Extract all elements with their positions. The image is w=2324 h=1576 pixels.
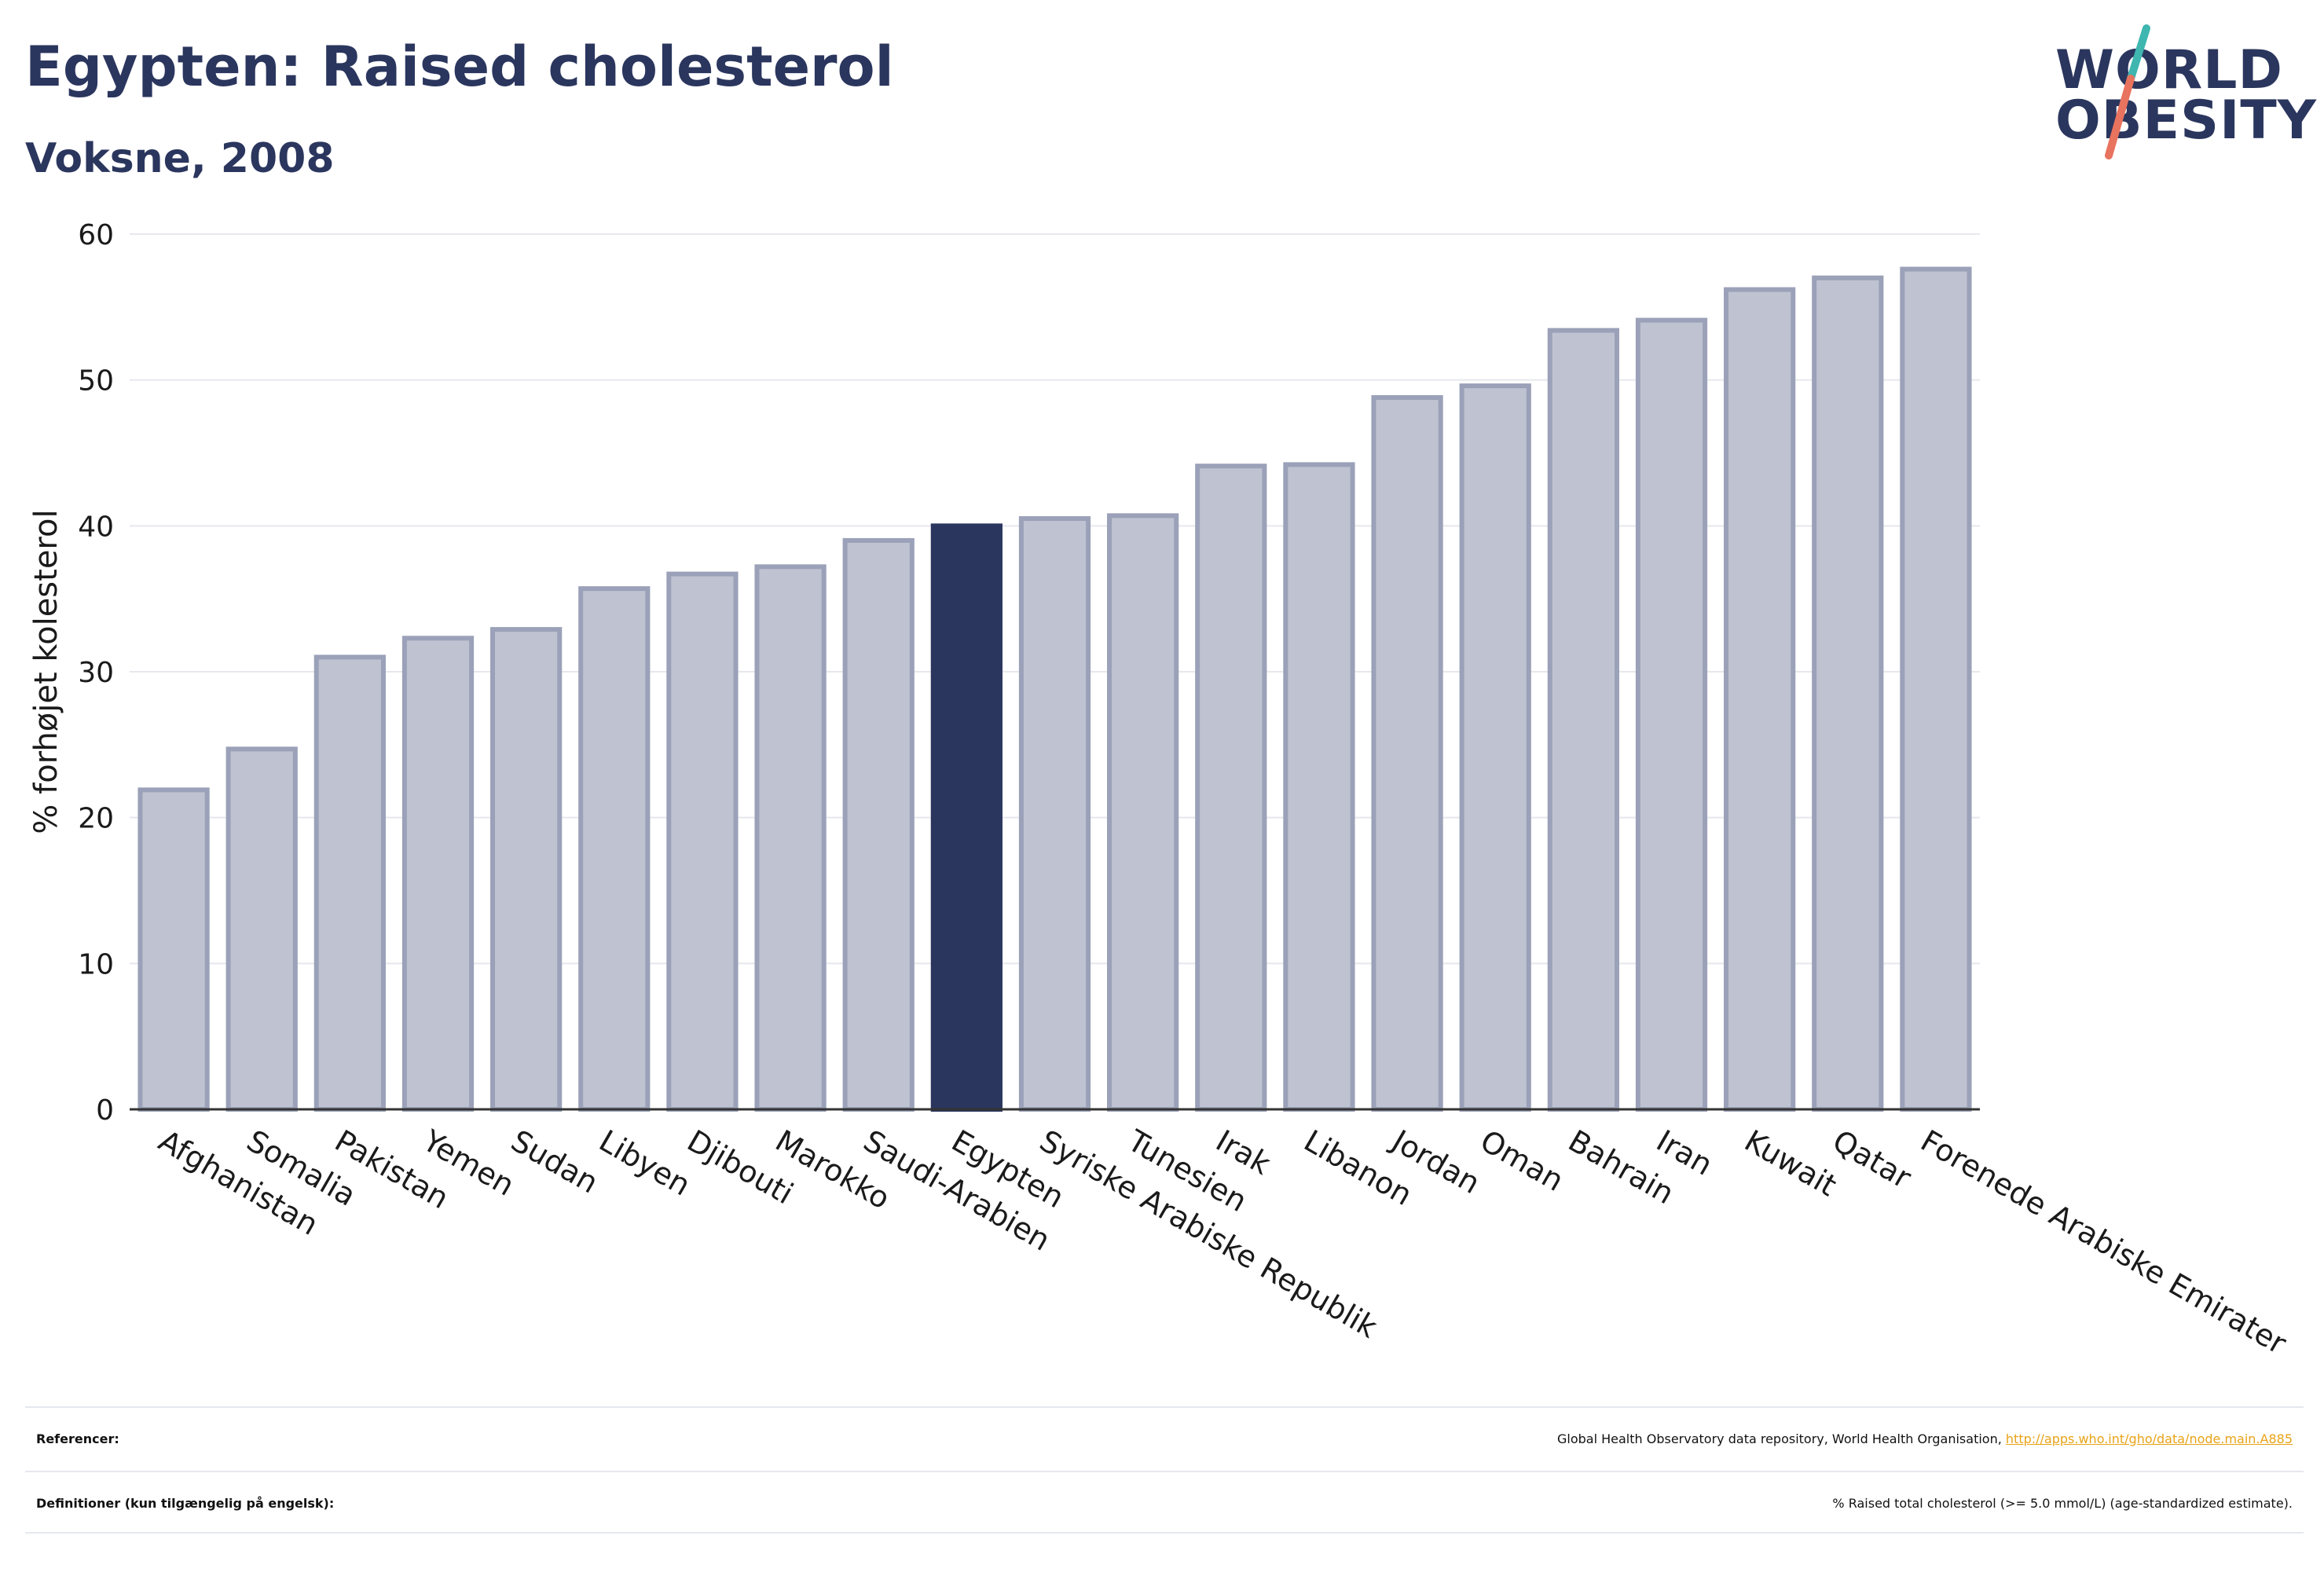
- bar-marokko: [754, 564, 827, 1112]
- logo-slash-icon: [2105, 24, 2150, 159]
- x-tick-label: Qatar: [1827, 1123, 1917, 1196]
- logo-text-world: WORLD: [2055, 39, 2283, 101]
- y-tick-label: 10: [78, 948, 114, 980]
- definitions-text: % Raised total cholesterol (>= 5.0 mmol/…: [1832, 1495, 2293, 1511]
- bar-pakistan: [313, 654, 386, 1112]
- y-tick-label: 30: [78, 657, 114, 689]
- y-axis-title: % forhøjet kolesterol: [28, 509, 64, 834]
- x-tick-label: Oman: [1475, 1123, 1570, 1198]
- definitions-label: Definitioner (kun tilgængelig på engelsk…: [36, 1495, 335, 1511]
- references-text: Global Health Observatory data repositor…: [1557, 1431, 2002, 1446]
- chart-subtitle: Voksne, 2008: [25, 135, 335, 182]
- y-tick-label: 20: [78, 803, 114, 835]
- bar-oman: [1459, 383, 1531, 1112]
- bar-bahrain: [1547, 328, 1619, 1112]
- bar-libanon: [1283, 462, 1355, 1112]
- references-label: Referencer:: [36, 1431, 119, 1446]
- references-link[interactable]: http://apps.who.int/gho/data/node.main.A…: [2005, 1431, 2293, 1446]
- footer-definitions-row: Definitioner (kun tilgængelig på engelsk…: [25, 1471, 2304, 1534]
- bar-iran: [1635, 317, 1708, 1112]
- x-tick-label: Forenede Arabiske Emirater: [1915, 1123, 2292, 1362]
- bar-kuwait: [1724, 287, 1796, 1112]
- bar-forenede-arabiske-emirater: [1900, 266, 1972, 1112]
- references-value: Global Health Observatory data repositor…: [1557, 1431, 2304, 1446]
- bar-libyen: [578, 586, 651, 1112]
- x-tick-label: Sudan: [505, 1123, 604, 1200]
- bar-somalia: [225, 746, 298, 1112]
- x-tick-label: Libyen: [593, 1123, 696, 1203]
- y-tick-label: 0: [96, 1094, 114, 1127]
- logo-text-obesity: OBESITY: [2055, 90, 2317, 152]
- bars: [137, 266, 1972, 1112]
- chart-title: Egypten: Raised cholesterol: [25, 35, 894, 99]
- bar-syriske-arabiske-republik: [1018, 516, 1091, 1112]
- x-axis-labels: AfghanistanSomaliaPakistanYemenSudanLiby…: [153, 1123, 2293, 1362]
- bar-irak: [1195, 464, 1267, 1112]
- bar-yemen: [401, 636, 475, 1112]
- y-tick-label: 50: [78, 365, 114, 398]
- y-axis-ticks: 0 10 20 30 40 50 60: [78, 219, 114, 1127]
- bar-egypten: [930, 523, 1003, 1112]
- world-obesity-logo: WORLD OBESITY: [2043, 22, 2316, 163]
- bar-afghanistan: [137, 787, 210, 1112]
- bar-tunesien: [1107, 513, 1179, 1112]
- footer-references-row: Referencer: Global Health Observatory da…: [25, 1406, 2304, 1469]
- bar-chart: 0 10 20 30 40 50 60 AfghanistanSomaliaPakistan…: [28, 219, 2293, 1362]
- x-tick-label: Kuwait: [1739, 1123, 1842, 1204]
- y-tick-label: 40: [78, 511, 114, 543]
- bar-jordan: [1371, 394, 1443, 1112]
- bar-qatar: [1812, 275, 1884, 1112]
- bar-saudi-arabien: [842, 537, 915, 1112]
- bar-sudan: [490, 627, 563, 1112]
- footer-divider: [25, 1532, 2304, 1534]
- bar-djibouti: [666, 571, 739, 1112]
- y-tick-label: 60: [78, 219, 114, 251]
